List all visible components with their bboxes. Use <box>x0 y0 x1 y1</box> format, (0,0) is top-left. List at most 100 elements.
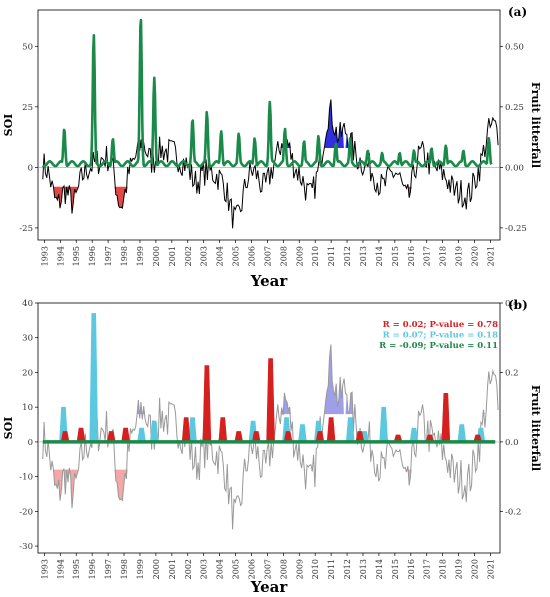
red-peak-6 <box>218 417 228 443</box>
b-right-tick-label-1: 0.2 <box>505 368 519 378</box>
panel-b-label: (b) <box>508 298 528 312</box>
red-peak-16 <box>441 392 451 443</box>
a-x-tick-label-19: 2012 <box>343 246 352 266</box>
a-x-tick-label-8: 2001 <box>168 246 177 266</box>
b-x-tick-label-10: 2003 <box>200 559 209 579</box>
a-left-tick-label-3: -25 <box>19 224 33 234</box>
b-x-tick-label-21: 2014 <box>375 559 384 579</box>
b-x-tick-label-24: 2017 <box>423 559 432 579</box>
panel-a-x-ticks: 1993 1994 1995 1996 1997 1998 1999 2000 2001 2002… <box>40 240 495 266</box>
b-x-tick-label-23: 2016 <box>407 559 416 579</box>
b-left-tick-label-6: -20 <box>19 507 33 517</box>
a-left-tick-label-2: 0 <box>28 163 33 173</box>
b-left-tick-label-7: -30 <box>19 542 33 552</box>
a-right-tick-label-0: 0.50 <box>505 42 524 52</box>
b-left-tick-label-2: 20 <box>22 368 33 378</box>
a-negative-shade-4 <box>399 186 416 198</box>
a-x-tick-label-16: 2009 <box>295 246 304 266</box>
b-x-tick-label-26: 2019 <box>455 559 464 579</box>
red-peak-3 <box>121 427 130 443</box>
a-x-tick-label-4: 1997 <box>104 246 113 266</box>
panel-a-soi-line <box>42 99 499 229</box>
a-x-tick-label-24: 2017 <box>423 246 432 266</box>
b-x-tick-label-25: 2018 <box>439 559 448 579</box>
b-x-tick-label-4: 1997 <box>104 559 113 579</box>
b-negative-shade-2 <box>112 469 132 501</box>
b-right-tick-label-2: 0.0 <box>505 438 519 448</box>
b-x-tick-label-27: 2020 <box>471 559 480 579</box>
panel-b-right-y-title: Fruit litterfall <box>529 385 542 471</box>
b-left-tick-label-0: 40 <box>22 299 33 309</box>
panel-b-positive-shading <box>136 344 486 415</box>
b-x-tick-label-14: 2007 <box>263 559 272 579</box>
b-right-tick-label-3: -0.2 <box>505 507 521 517</box>
a-x-tick-label-18: 2011 <box>327 246 336 266</box>
a-x-tick-label-1: 1994 <box>56 246 65 266</box>
a-x-tick-label-17: 2010 <box>311 246 320 266</box>
cyan-peak-2 <box>137 427 146 443</box>
a-x-tick-label-5: 1998 <box>120 246 129 266</box>
cyan-peak-14 <box>457 424 467 443</box>
a-right-tick-label-2: 0.00 <box>505 163 524 173</box>
b-x-tick-label-0: 1993 <box>40 559 49 579</box>
a-x-tick-label-21: 2014 <box>375 246 384 266</box>
b-x-tick-label-19: 2012 <box>343 559 352 579</box>
a-x-tick-label-7: 2000 <box>152 246 161 266</box>
b-x-tick-label-5: 1998 <box>120 559 129 579</box>
b-x-tick-label-2: 1995 <box>72 559 81 579</box>
b-x-tick-label-9: 2002 <box>184 559 193 579</box>
cyan-peak-3 <box>149 420 159 443</box>
a-x-tick-label-28: 2021 <box>486 246 495 266</box>
red-peak-4 <box>181 417 191 443</box>
b-positive-shade-4 <box>477 409 486 415</box>
b-x-tick-label-8: 2001 <box>168 559 177 579</box>
legend-entry-red: R = 0.02; P-value = 0.78 <box>383 320 498 330</box>
panel-b-left-y-title: SOI <box>2 417 15 440</box>
a-x-tick-label-3: 1996 <box>88 246 97 266</box>
b-x-tick-label-28: 2021 <box>486 559 495 579</box>
a-right-tick-label-3: -0.25 <box>505 224 527 234</box>
a-x-tick-label-26: 2019 <box>455 246 464 266</box>
b-x-tick-label-12: 2005 <box>232 559 241 579</box>
cyan-peak-8 <box>298 424 307 443</box>
cyan-peak-1 <box>89 313 99 443</box>
panel-a-negative-shading <box>49 186 416 214</box>
legend-entry-cyan: R = 0.07; P-value = 0.18 <box>383 331 498 341</box>
b-x-tick-label-16: 2009 <box>295 559 304 579</box>
a-positive-shade-2 <box>324 99 344 148</box>
b-left-tick-label-5: -10 <box>19 473 33 483</box>
b-x-tick-label-17: 2010 <box>311 559 320 579</box>
a-x-tick-label-13: 2006 <box>247 246 256 266</box>
legend-entry-green: R = -0.09; P-value = 0.11 <box>379 341 498 351</box>
b-x-tick-label-22: 2015 <box>391 559 400 579</box>
a-x-tick-label-23: 2016 <box>407 246 416 266</box>
a-negative-shade-2 <box>112 186 132 209</box>
a-x-tick-label-22: 2015 <box>391 246 400 266</box>
panel-a-left-y-title: SOI <box>2 114 15 137</box>
panel-b-x-title: Year <box>250 578 289 596</box>
a-x-tick-label-15: 2008 <box>279 246 288 266</box>
cyan-peak-13 <box>409 427 419 443</box>
red-peak-5 <box>202 365 212 443</box>
b-x-tick-label-6: 1999 <box>136 559 145 579</box>
b-left-tick-label-3: 10 <box>22 403 33 413</box>
panel-a-fruit-litterfall-line <box>41 18 493 168</box>
red-peak-1 <box>76 427 86 443</box>
a-left-tick-label-1: 25 <box>22 103 33 113</box>
b-x-tick-label-11: 2004 <box>216 559 225 579</box>
panel-a-frame <box>37 9 501 241</box>
panel-a-right-y-ticks: 0.50 0.25 0.00 -0.25 <box>500 42 527 234</box>
panel-a-left-y-ticks: 50 25 0 -25 <box>19 42 38 234</box>
b-x-tick-label-20: 2013 <box>359 559 368 579</box>
b-left-tick-label-4: 0 <box>28 438 33 448</box>
panel-b-frame <box>37 302 501 554</box>
a-x-tick-label-6: 1999 <box>136 246 145 266</box>
b-x-tick-label-13: 2006 <box>247 559 256 579</box>
panel-b-left-y-ticks: 40 30 20 10 0 -10 -20 -30 <box>19 299 38 552</box>
a-x-tick-label-12: 2005 <box>232 246 241 266</box>
panel-b-soi-line <box>42 344 499 530</box>
